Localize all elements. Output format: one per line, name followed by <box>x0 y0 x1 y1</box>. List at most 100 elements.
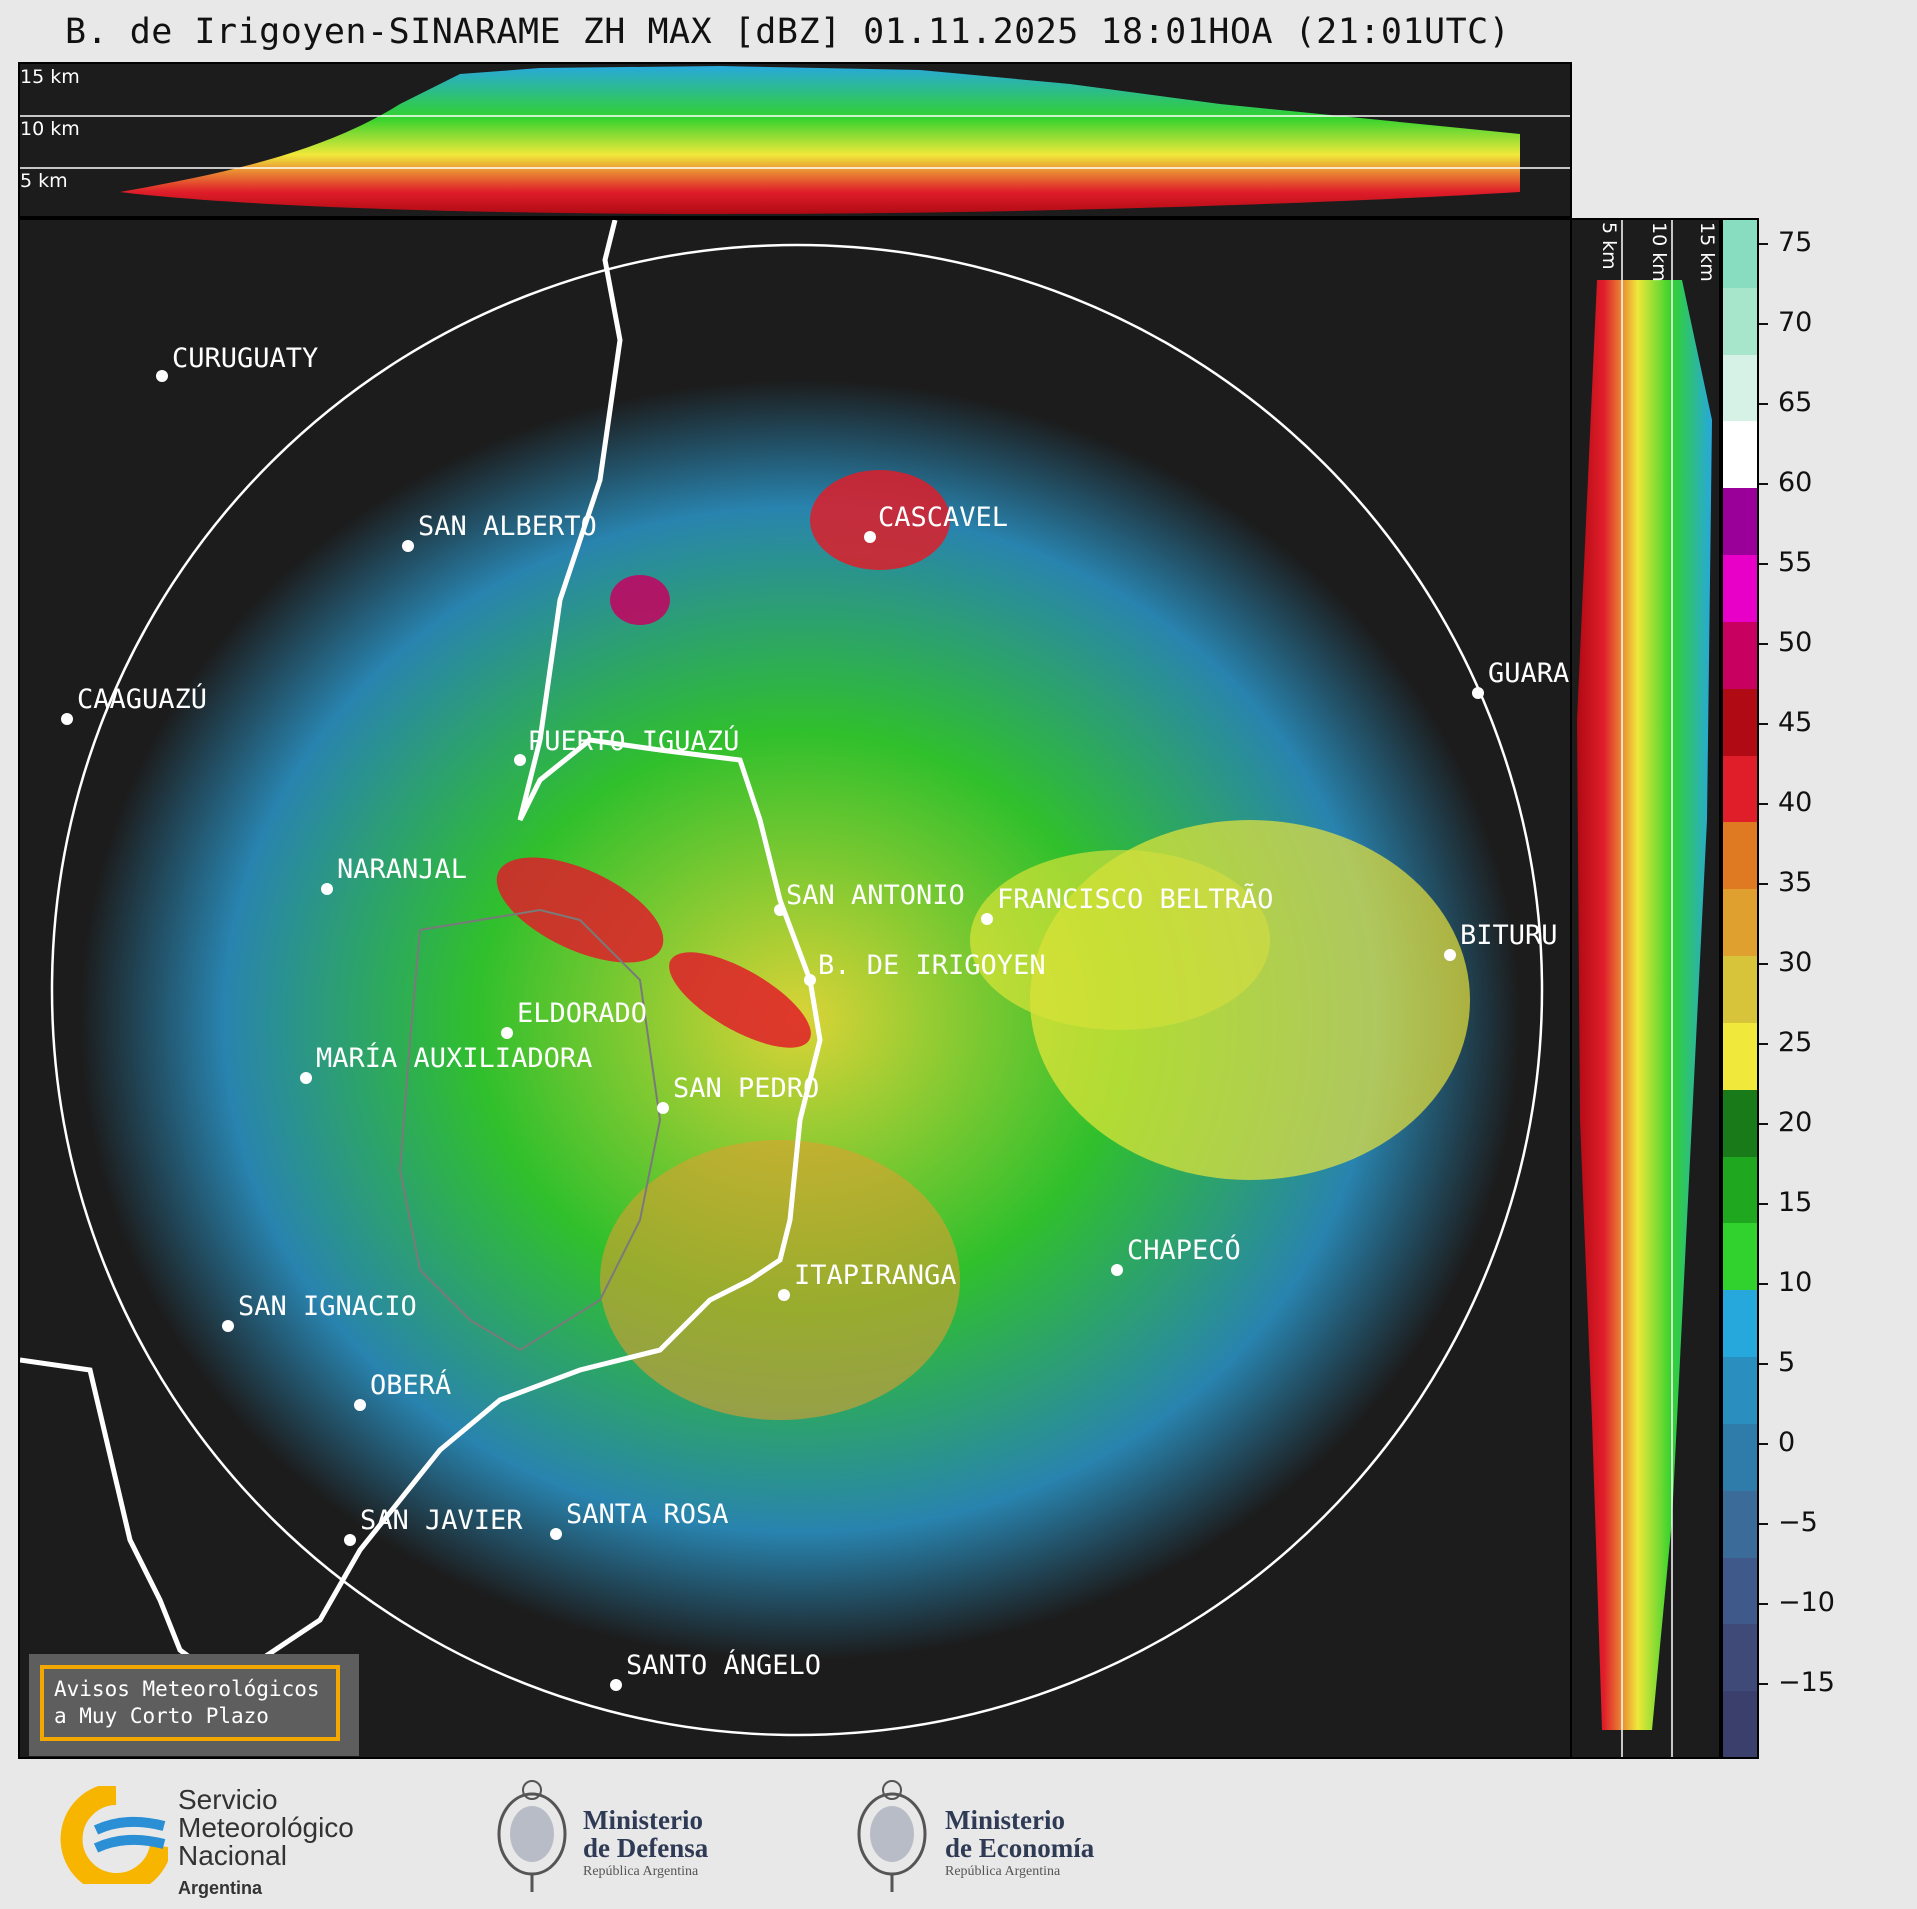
colorbar-segment <box>1723 955 1757 1023</box>
city-label: FRANCISCO BELTRÃO <box>997 883 1273 915</box>
city-label: ELDORADO <box>517 998 647 1029</box>
city-label: SAN JAVIER <box>360 1505 523 1536</box>
side-altitude-15km: 15 km <box>1696 222 1718 282</box>
colorbar-tick-label: 10 <box>1759 1267 1812 1298</box>
city-label: SANTO ÁNGELO <box>626 1649 821 1681</box>
city-label: SAN IGNACIO <box>238 1291 417 1322</box>
city-label: CHAPECÓ <box>1127 1234 1241 1266</box>
city-label: SAN ALBERTO <box>418 511 597 542</box>
colorbar-tick-label: −15 <box>1759 1667 1835 1698</box>
colorbar-tick-label: 35 <box>1759 867 1812 898</box>
radar-map: CURUGUATY SAN ALBERTO CASCAVEL CAAGUAZÚ … <box>18 218 1572 1759</box>
colorbar-segment <box>1723 1088 1757 1157</box>
colorbar-segment <box>1723 1021 1757 1090</box>
economia-sub: República Argentina <box>945 1864 1061 1879</box>
colorbar-tick-label: 45 <box>1759 707 1812 738</box>
city-label: SAN PEDRO <box>673 1073 819 1104</box>
top-cross-section-echoes <box>20 66 1570 214</box>
colorbar-segment <box>1723 1690 1757 1757</box>
defensa-logo-text: Ministerio de Defensa República Argentin… <box>583 1806 708 1880</box>
city-label: SANTA ROSA <box>566 1499 729 1530</box>
aviso-line1: Avisos Meteorológicos <box>54 1677 320 1701</box>
city-label: CURUGUATY <box>172 343 318 374</box>
colorbar-segment <box>1723 220 1757 288</box>
colorbar-tick-label: 20 <box>1759 1107 1812 1138</box>
city-label: CASCAVEL <box>878 502 1008 533</box>
colorbar-segment <box>1723 1422 1757 1491</box>
top-altitude-5km: 5 km <box>20 170 68 192</box>
colorbar-tick-label: −5 <box>1759 1507 1818 1538</box>
smn-line2: Meteorológico <box>178 1812 354 1843</box>
defensa-sub: República Argentina <box>583 1864 699 1879</box>
city-label: GUARA <box>1488 658 1569 689</box>
cities: CURUGUATY SAN ALBERTO CASCAVEL CAAGUAZÚ … <box>61 343 1569 1691</box>
city-label: NARANJAL <box>337 854 467 885</box>
colorbar-tick-label: 40 <box>1759 787 1812 818</box>
aviso-label: Avisos Meteorológicos a Muy Corto Plazo <box>40 1665 340 1741</box>
intense-cells <box>496 470 1470 1420</box>
smn-line1: Servicio <box>178 1784 278 1815</box>
colorbar-segment <box>1723 620 1757 689</box>
colorbar-segment <box>1723 888 1757 957</box>
colorbar-segment <box>1723 1289 1757 1358</box>
defensa-line2: de Defensa <box>583 1833 709 1863</box>
city-label: SAN ANTONIO <box>786 880 965 911</box>
economia-line2: de Economía <box>945 1833 1095 1863</box>
colorbar-segment <box>1723 1356 1757 1424</box>
radar-map-svg: CURUGUATY SAN ALBERTO CASCAVEL CAAGUAZÚ … <box>20 220 1569 1737</box>
colorbar-tick-label: 50 <box>1759 627 1812 658</box>
side-cross-section-panel: 5 km 10 km 15 km <box>1570 218 1721 1759</box>
colorbar-tick-label: 65 <box>1759 387 1812 418</box>
top-altitude-15km: 15 km <box>20 66 80 88</box>
colorbar-tick-label: 30 <box>1759 947 1812 978</box>
colorbar-segment <box>1723 487 1757 556</box>
colorbar-segment <box>1723 687 1757 756</box>
smn-logo-text: Servicio Meteorológico Nacional Argentin… <box>178 1786 354 1902</box>
colorbar-tick-label: 55 <box>1759 547 1812 578</box>
colorbar-segment <box>1723 554 1757 622</box>
colorbar-tick-label: 0 <box>1759 1427 1795 1458</box>
smn-logo-icon <box>60 1786 168 1884</box>
colorbar-tick-label: 70 <box>1759 307 1812 338</box>
smn-sub: Argentina <box>178 1878 263 1898</box>
side-altitude-5km: 5 km <box>1598 222 1620 270</box>
colorbar-segment <box>1723 821 1757 890</box>
economia-logo-text: Ministerio de Economía República Argenti… <box>945 1806 1094 1880</box>
city-label: MARÍA AUXILIADORA <box>316 1042 592 1074</box>
city-label: BITURU <box>1460 920 1558 951</box>
colorbar-tick-label: 5 <box>1759 1347 1795 1378</box>
page-title: B. de Irigoyen-SINARAME ZH MAX [dBZ] 01.… <box>65 12 1511 52</box>
colorbar <box>1721 218 1759 1759</box>
colorbar-tick-label: 75 <box>1759 227 1812 258</box>
colorbar-segment <box>1723 286 1757 355</box>
colorbar-segment <box>1723 1222 1757 1291</box>
colorbar-segment <box>1723 754 1757 823</box>
city-label: PUERTO IGUAZÚ <box>528 725 739 757</box>
colorbar-segment <box>1723 1489 1757 1558</box>
side-cross-section-echoes <box>1577 220 1712 1757</box>
colorbar-segment <box>1723 353 1757 422</box>
city-label: ITAPIRANGA <box>794 1260 957 1291</box>
colorbar-segment <box>1723 1556 1757 1625</box>
smn-line3: Nacional <box>178 1840 287 1871</box>
economia-shield-icon <box>857 1780 927 1892</box>
range-ring <box>50 243 1544 1737</box>
defensa-line1: Ministerio <box>583 1805 703 1835</box>
side-altitude-10km: 10 km <box>1648 222 1670 282</box>
city-label: CAAGUAZÚ <box>77 683 207 715</box>
top-altitude-10km: 10 km <box>20 118 80 140</box>
city-label: B. DE IRIGOYEN <box>818 950 1046 981</box>
colorbar-tick-label: 60 <box>1759 467 1812 498</box>
aviso-line2: a Muy Corto Plazo <box>54 1704 269 1728</box>
aviso-box: Avisos Meteorológicos a Muy Corto Plazo <box>29 1654 359 1756</box>
colorbar-tick-label: 25 <box>1759 1027 1812 1058</box>
top-cross-section-panel: 15 km 10 km 5 km <box>18 62 1572 218</box>
colorbar-segment <box>1723 420 1757 489</box>
colorbar-segment <box>1723 1623 1757 1692</box>
colorbar-tick-label: 15 <box>1759 1187 1812 1218</box>
city-label: OBERÁ <box>370 1369 451 1401</box>
defensa-shield-icon <box>497 1780 567 1892</box>
province-border <box>398 908 662 1352</box>
colorbar-tick-label: −10 <box>1759 1587 1835 1618</box>
economia-line1: Ministerio <box>945 1805 1065 1835</box>
